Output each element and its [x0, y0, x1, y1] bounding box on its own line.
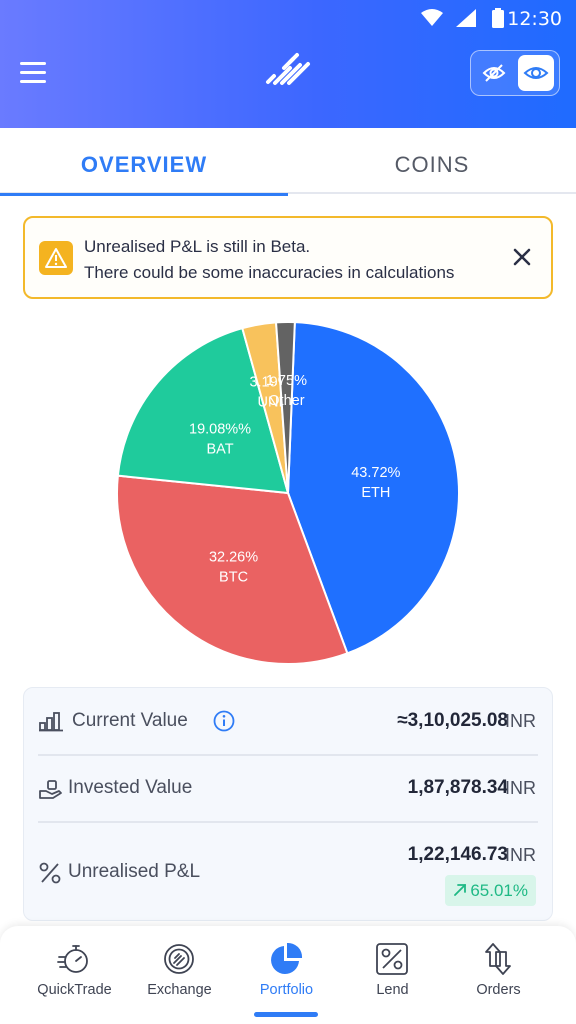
stopwatch-icon	[57, 945, 88, 973]
nav-lend[interactable]: Lend	[335, 926, 450, 1024]
beta-warning-banner: Unrealised P&L is still in Beta. There c…	[23, 216, 553, 299]
nav-orders-label: Orders	[476, 982, 521, 998]
hand-coin-icon	[39, 780, 62, 799]
pie-svg: 43.72%ETH32.26%BTC19.08%%BAT3.19%UNI1.75…	[116, 321, 460, 665]
nav-exchange-label: Exchange	[147, 982, 212, 998]
percent-icon	[39, 862, 61, 884]
nav-active-indicator	[254, 1012, 318, 1017]
wifi-icon	[421, 9, 443, 26]
invested-value-label: Invested Value	[68, 777, 193, 798]
signal-icon	[456, 9, 476, 27]
current-value-label: Current Value	[72, 710, 188, 731]
tab-coins[interactable]: COINS	[394, 152, 470, 177]
invested-value-amount: 1,87,878.34	[407, 777, 508, 798]
pie-value-label: 32.26%	[209, 549, 258, 565]
nav-orders[interactable]: Orders	[441, 926, 556, 1024]
nav-lend-label: Lend	[376, 982, 409, 998]
percent-tag-icon	[376, 943, 408, 975]
eye-icon[interactable]	[518, 55, 554, 91]
exchange-icon	[164, 944, 194, 974]
nav-quicktrade-label: QuickTrade	[37, 982, 112, 998]
unrealised-pnl-amount: 1,22,146.73	[407, 844, 508, 865]
pie-slice-bat	[116, 326, 290, 495]
unrealised-pnl-unit: INR	[505, 845, 536, 865]
menu-icon[interactable]	[20, 62, 46, 84]
status-bar: 12:30	[0, 0, 576, 36]
pie-slice-btc	[116, 474, 349, 665]
nav-quicktrade[interactable]: QuickTrade	[17, 926, 132, 1024]
unrealised-pnl-label: Unrealised P&L	[68, 861, 201, 882]
pnl-change-value: 65.01%	[470, 881, 528, 900]
close-icon[interactable]	[511, 246, 533, 268]
banner-message: There could be some inaccuracies in calc…	[84, 263, 455, 282]
swap-arrows-icon	[485, 943, 511, 975]
bottom-navigation: QuickTrade Exchange Portfolio	[0, 926, 576, 1024]
tab-overview[interactable]: OVERVIEW	[0, 128, 288, 196]
divider	[38, 754, 538, 756]
divider	[38, 821, 538, 823]
pie-coin-label: ETH	[361, 485, 390, 501]
nav-exchange[interactable]: Exchange	[122, 926, 237, 1024]
status-time: 12:30	[507, 8, 562, 30]
current-value-unit: INR	[505, 711, 536, 731]
banner-title: Unrealised P&L is still in Beta.	[84, 237, 311, 256]
pie-coin-label: UNI	[258, 395, 283, 411]
nav-portfolio[interactable]: Portfolio	[229, 926, 344, 1024]
invested-value-unit: INR	[505, 778, 536, 798]
nav-portfolio-label: Portfolio	[259, 982, 314, 998]
pie-value-label: 19.08%%	[189, 422, 251, 438]
warning-icon	[39, 241, 73, 275]
eye-off-icon[interactable]	[477, 56, 511, 90]
pie-coin-label: Other	[268, 393, 304, 409]
pie-coin-label: BTC	[219, 569, 248, 585]
portfolio-pie-chart: 43.72% ETH 32.26% BTC 19.08%% BAT 3.19% UNI 1.75…	[108, 313, 468, 673]
chart-bars-icon	[39, 712, 63, 732]
pie-slice-other	[274, 321, 296, 494]
privacy-toggle	[470, 50, 560, 96]
pie-chart-icon	[271, 942, 303, 974]
info-icon[interactable]	[213, 710, 235, 732]
battery-icon	[492, 8, 504, 28]
portfolio-summary-card: Current Value ≈3,10,025.08 INR Invested …	[23, 687, 553, 921]
pnl-change-badge: 65.01%	[445, 875, 536, 906]
arrow-up-right-icon	[454, 884, 467, 896]
pie-value-label: 1.75%	[266, 373, 307, 389]
current-value-amount: ≈3,10,025.08	[397, 710, 508, 731]
app-header: 12:30	[0, 0, 576, 128]
pie-slice-eth	[286, 321, 460, 655]
wazirx-logo-icon	[266, 53, 310, 85]
pie-value-label: 43.72%	[351, 465, 400, 481]
tab-bar: OVERVIEW COINS	[0, 128, 576, 196]
pie-coin-label: BAT	[206, 442, 233, 458]
